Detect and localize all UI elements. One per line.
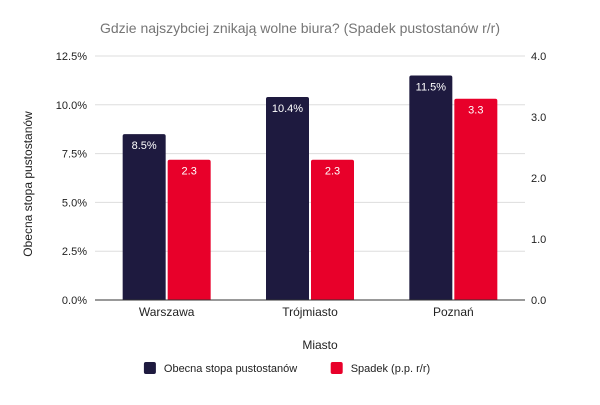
legend-label: Obecna stopa pustostanów <box>164 363 297 375</box>
bars: 8.5% 2.3 10.4% 2.3 11.5% 3.3 <box>122 75 498 301</box>
data-label: 2.3 <box>325 166 340 178</box>
bar-vacancy-rate[interactable] <box>266 96 309 300</box>
data-label: 11.5% <box>416 82 447 94</box>
data-label: 10.4% <box>272 103 303 115</box>
x-tick-label: Trójmiasto <box>282 305 338 319</box>
y-right-tick-label: 0.0 <box>531 295 546 307</box>
bar-vacancy-rate[interactable] <box>409 75 453 301</box>
y-left-tick-label: 2.5% <box>62 246 87 258</box>
gridlines <box>95 55 525 252</box>
x-axis-title: Miasto <box>302 338 338 352</box>
y-right-tick-label: 2.0 <box>531 173 546 185</box>
bar-decline[interactable] <box>454 98 498 300</box>
legend-item[interactable]: Spadek (p.p. r/r) <box>330 362 430 375</box>
legend-swatch <box>143 362 156 374</box>
y-left-tick-label: 5.0% <box>62 197 87 209</box>
legend[interactable]: Obecna stopa pustostanów Spadek (p.p. r/r… <box>143 362 430 375</box>
bar-decline[interactable] <box>311 159 354 300</box>
y-right-tick-label: 1.0 <box>531 234 546 246</box>
legend-swatch <box>330 362 343 374</box>
data-label: 8.5% <box>132 140 157 152</box>
chart-title: Gdzie najszybciej znikają wolne biura? (… <box>100 20 500 36</box>
y-right-tick-label: 3.0 <box>531 112 546 124</box>
data-label: 2.3 <box>182 166 197 178</box>
y-left-tick-label: 7.5% <box>62 149 87 161</box>
y-right-tick-label: 4.0 <box>531 51 546 63</box>
x-tick-label: Poznań <box>433 305 474 319</box>
y-left-tick-label: 12.5% <box>56 51 87 63</box>
bar-decline[interactable] <box>167 159 211 300</box>
legend-label: Spadek (p.p. r/r) <box>351 363 430 375</box>
x-tick-label: Warszawa <box>139 305 195 319</box>
y-left-tick-label: 0.0% <box>62 295 87 307</box>
bar-vacancy-rate[interactable] <box>122 134 166 300</box>
axes: 0.0% 2.5% 5.0% 7.5% 10.0% 12.5% 0.0 1.0 2.0 3.0 4.… <box>56 51 547 319</box>
y-axis-title: Obecna stopa pustostanów <box>21 111 35 257</box>
data-label: 3.3 <box>468 105 483 117</box>
y-left-tick-label: 10.0% <box>56 100 87 112</box>
legend-item[interactable]: Obecna stopa pustostanów <box>143 362 297 375</box>
